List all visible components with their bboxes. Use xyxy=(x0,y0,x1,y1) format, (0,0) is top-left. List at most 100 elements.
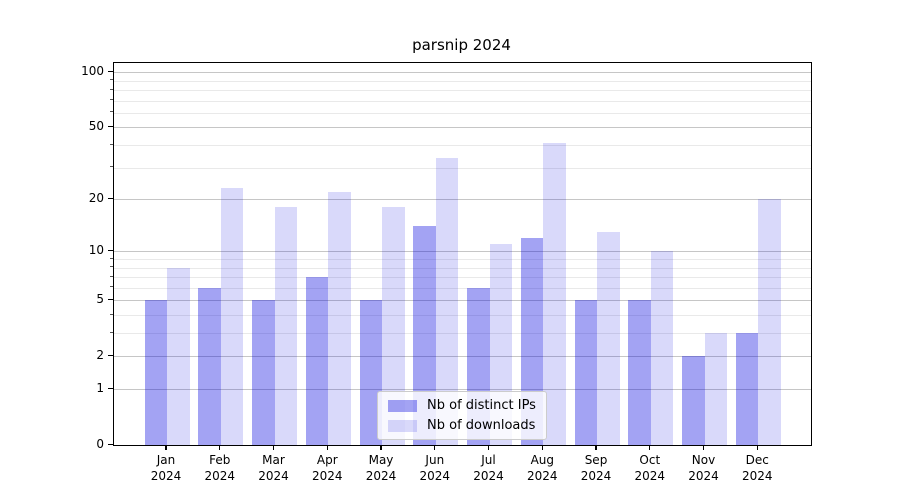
y-axis-minor-tick xyxy=(110,257,113,259)
legend-label-downloads: Nb of downloads xyxy=(427,418,536,433)
bar-nb-of-downloads xyxy=(328,191,351,445)
y-axis-minor-tick xyxy=(110,143,113,145)
bar-nb-of-downloads xyxy=(220,188,244,445)
y-axis-tick xyxy=(108,249,113,252)
x-axis-tick xyxy=(272,446,275,450)
gridline-minor xyxy=(114,100,811,102)
bar-nb-of-distinct-ips xyxy=(413,226,436,445)
y-axis-minor-tick xyxy=(110,99,113,101)
x-tick-label-month: Nov xyxy=(691,453,716,467)
x-tick-label-year: 2024 xyxy=(742,468,773,483)
gridline-minor xyxy=(114,267,811,269)
y-axis-minor-tick xyxy=(110,286,113,288)
gridline-minor xyxy=(114,90,811,91)
y-axis-tick xyxy=(108,125,113,128)
y-axis-tick xyxy=(108,443,113,445)
gridline-major xyxy=(114,389,811,390)
gridline-major xyxy=(114,356,811,358)
x-axis-tick xyxy=(595,446,597,450)
y-tick-label: 50 xyxy=(88,119,104,134)
bar-nb-of-downloads xyxy=(382,207,405,445)
legend-swatch-distinct-ips xyxy=(388,399,417,412)
x-tick-label: Sep 2024 xyxy=(564,453,628,484)
x-tick-label-year: 2024 xyxy=(419,468,451,483)
bar-nb-of-downloads xyxy=(704,333,727,445)
x-tick-label-month: Apr xyxy=(316,453,338,467)
x-axis-tick xyxy=(702,446,705,450)
x-axis-tick xyxy=(434,446,436,450)
bar-nb-of-downloads xyxy=(597,231,620,445)
x-tick-label-month: Jan xyxy=(156,453,176,467)
legend-label-distinct-ips: Nb of distinct IPs xyxy=(427,398,536,413)
bar-nb-of-downloads xyxy=(758,199,781,445)
x-tick-label-year: 2024 xyxy=(365,468,397,483)
x-tick-label-year: 2024 xyxy=(258,468,289,483)
x-axis-tick xyxy=(380,446,382,450)
x-tick-label: Apr 2024 xyxy=(295,453,359,484)
x-tick-label-year: 2024 xyxy=(527,468,558,483)
x-tick-label: Mar 2024 xyxy=(242,453,306,484)
bar-nb-of-downloads xyxy=(435,157,459,445)
x-tick-label: Dec 2024 xyxy=(725,453,789,484)
x-tick-label-year: 2024 xyxy=(150,468,182,483)
bar-nb-of-distinct-ips xyxy=(628,300,651,445)
x-tick-label: Jul 2024 xyxy=(457,453,521,484)
x-tick-label: Jun 2024 xyxy=(403,453,467,484)
x-tick-label-month: Aug xyxy=(530,453,555,467)
bar-nb-of-downloads xyxy=(274,207,297,445)
x-axis-tick xyxy=(219,446,221,450)
y-axis-tick xyxy=(108,298,113,301)
bar-nb-of-distinct-ips xyxy=(305,277,329,445)
y-tick-label: 5 xyxy=(96,292,104,307)
bar-nb-of-distinct-ips xyxy=(682,356,705,445)
bar-nb-of-downloads xyxy=(650,251,674,445)
y-axis-tick xyxy=(108,70,113,73)
y-axis-minor-tick xyxy=(110,331,113,333)
x-axis-tick xyxy=(487,446,490,450)
gridline-minor xyxy=(114,277,811,278)
y-tick-label: 1 xyxy=(96,381,104,395)
y-tick-label: 0 xyxy=(96,437,104,451)
gridline-major xyxy=(114,199,811,201)
gridline-major xyxy=(114,72,811,74)
x-tick-label-year: 2024 xyxy=(473,468,504,483)
legend: Nb of distinct IPs Nb of downloads xyxy=(377,391,547,440)
x-axis-tick xyxy=(756,446,758,450)
bar-nb-of-downloads xyxy=(543,143,566,445)
gridline-minor xyxy=(114,80,811,82)
x-tick-label-month: Oct xyxy=(639,453,661,467)
y-axis-minor-tick xyxy=(110,275,113,277)
x-axis-tick xyxy=(541,446,543,450)
x-tick-label: Jan 2024 xyxy=(134,453,198,484)
legend-item-downloads: Nb of downloads xyxy=(388,418,536,433)
x-tick-label-month: Mar xyxy=(262,453,285,467)
y-axis-tick xyxy=(108,387,113,389)
x-tick-label-month: Sep xyxy=(584,453,608,467)
bar-nb-of-downloads xyxy=(167,267,190,445)
x-axis-tick xyxy=(165,446,167,450)
x-tick-label: Aug 2024 xyxy=(510,453,574,484)
bar-nb-of-distinct-ips xyxy=(735,333,759,445)
x-tick-label-month: Dec xyxy=(745,453,769,467)
x-tick-label-year: 2024 xyxy=(312,468,343,483)
bar-nb-of-distinct-ips xyxy=(198,287,221,445)
chart-title: parsnip 2024 xyxy=(412,36,511,54)
gridline-minor xyxy=(114,333,811,334)
y-tick-label: 2 xyxy=(96,348,104,363)
y-tick-label: 20 xyxy=(88,191,104,206)
x-tick-label-month: May xyxy=(368,453,394,467)
x-axis-tick xyxy=(649,446,651,450)
x-tick-label-year: 2024 xyxy=(204,468,236,483)
y-axis-tick xyxy=(108,197,113,199)
gridline-minor xyxy=(114,145,811,146)
x-tick-label-month: Jul xyxy=(481,453,496,467)
y-axis-minor-tick xyxy=(110,313,113,315)
x-axis-tick xyxy=(326,446,328,450)
y-tick-label: 100 xyxy=(81,64,104,79)
legend-item-distinct-ips: Nb of distinct IPs xyxy=(388,398,536,413)
gridline-minor xyxy=(114,112,811,114)
y-tick-label: 10 xyxy=(88,243,104,258)
y-axis-minor-tick xyxy=(110,166,113,168)
x-tick-label: May 2024 xyxy=(349,453,413,484)
